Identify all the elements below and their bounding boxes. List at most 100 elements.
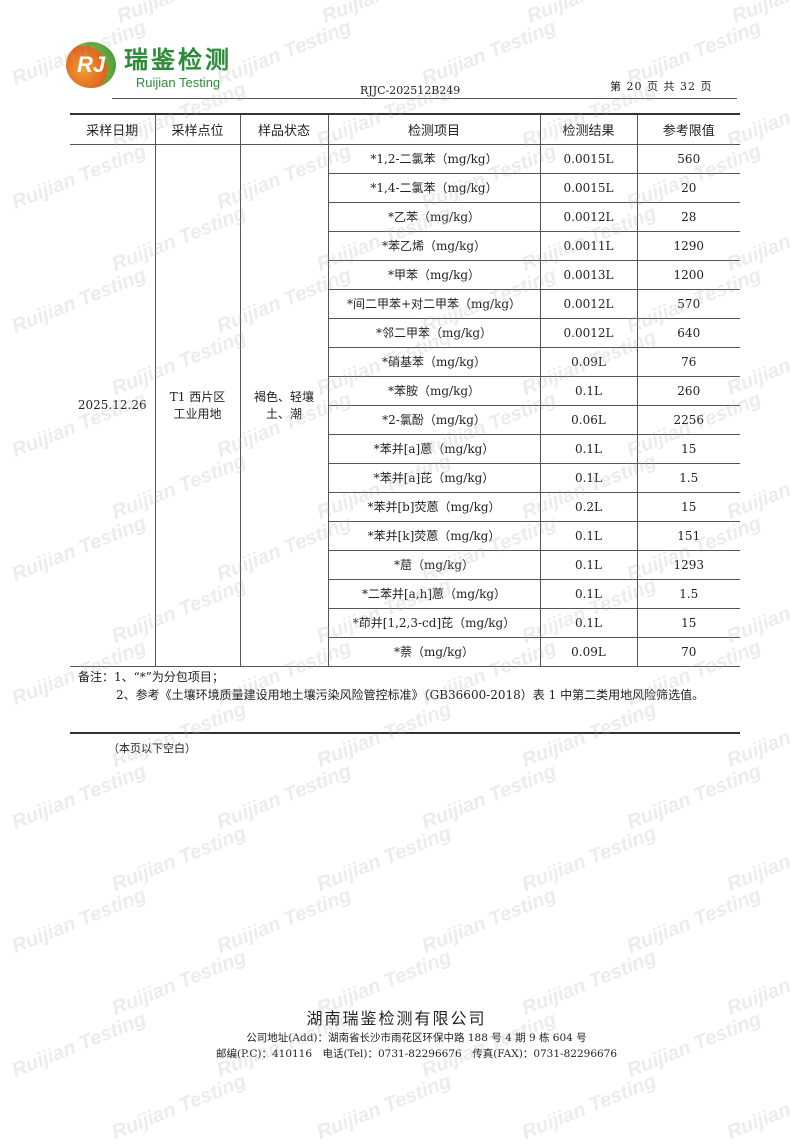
- watermark-text: Ruijian Testing: [8, 760, 150, 834]
- test-item: *1,4-二氯苯（mg/kg）: [328, 172, 541, 203]
- test-result: 0.0015L: [539, 143, 638, 174]
- reference-limit: 640: [636, 317, 740, 348]
- sample-state: 褐色、轻壤 土、潮: [239, 143, 329, 667]
- column-header: 检测结果: [539, 113, 638, 145]
- column-header: 样品状态: [239, 113, 329, 145]
- watermark-text: Ruijian Testing: [108, 822, 250, 896]
- reference-limit: 1293: [636, 549, 740, 580]
- reference-limit: 76: [636, 346, 740, 377]
- blank-below-note: （本页以下空白）: [108, 742, 196, 755]
- test-result: 0.06L: [539, 404, 638, 435]
- test-result: 0.0015L: [539, 172, 638, 203]
- test-item: *苯并[b]荧蒽（mg/kg）: [328, 491, 541, 522]
- test-item: *苯并[a]芘（mg/kg）: [328, 462, 541, 493]
- reference-limit: 1.5: [636, 462, 740, 493]
- watermark-text: Ruijian Testing: [108, 1070, 250, 1144]
- table-row: *苯并[b]荧蒽（mg/kg） 0.2L 15: [70, 491, 740, 522]
- watermark-text: Ruijian Testing: [518, 698, 660, 772]
- test-item: *苯并[k]荧蒽（mg/kg）: [328, 520, 541, 551]
- column-header: 检测项目: [327, 113, 541, 145]
- test-result: 0.0012L: [539, 201, 638, 232]
- table-row: *萘（mg/kg） 0.09L 70: [70, 636, 740, 667]
- watermark-text: Ruijian Testing: [418, 884, 560, 958]
- watermark-text: Ruijian Testing: [524, 0, 665, 29]
- company-logo: RJ 瑞鉴检测 Ruijian Testing: [66, 40, 232, 90]
- reference-limit: 15: [636, 433, 740, 464]
- table-row: *䓛（mg/kg） 0.1L 1293: [70, 549, 740, 580]
- test-result: 0.1L: [539, 578, 638, 609]
- watermark-text: Ruijian Testing: [213, 760, 355, 834]
- test-item: *䓛（mg/kg）: [328, 549, 541, 580]
- watermark-text: Ruijian Testing: [418, 16, 560, 90]
- table-row: *1,4-二氯苯（mg/kg） 0.0015L 20: [70, 172, 740, 203]
- table-row: *乙苯（mg/kg） 0.0012L 28: [70, 201, 740, 232]
- watermark-text: Ruijian Testing: [313, 822, 455, 896]
- test-item: *2-氯酚（mg/kg）: [328, 404, 541, 435]
- table-row: 2025.12.26 T1 西片区 工业用地 褐色、轻壤 土、潮 *1,2-二氯苯（mg/…: [70, 143, 740, 667]
- reference-limit: 1200: [636, 259, 740, 290]
- reference-limit: 570: [636, 288, 740, 319]
- reference-limit: 151: [636, 520, 740, 551]
- reference-limit: 560: [636, 143, 740, 174]
- column-header: 参考限值: [636, 113, 740, 145]
- watermark-text: Ruijian Testing: [319, 0, 460, 29]
- test-result: 0.0012L: [539, 317, 638, 348]
- reference-limit: 15: [636, 607, 740, 638]
- table-row: *甲苯（mg/kg） 0.0013L 1200: [70, 259, 740, 290]
- column-header: 采样日期: [70, 113, 156, 145]
- table-row: *苯并[a]蒽（mg/kg） 0.1L 15: [70, 433, 740, 464]
- sampling-location: T1 西片区 工业用地: [154, 143, 241, 667]
- sampling-date: 2025.12.26: [70, 143, 156, 667]
- footer-contact: 邮编(P.C)：410116 电话(Tel)：0731-82296676 传真(…: [215, 1048, 618, 1060]
- sample-state-text: 土、潮: [265, 407, 302, 421]
- test-item: *1,2-二氯苯（mg/kg）: [327, 143, 541, 174]
- reference-limit: 70: [636, 636, 740, 667]
- footer-address: 公司地址(Add)：湖南省长沙市雨花区环保中路 188 号 4 期 9 栋 60…: [246, 1032, 587, 1044]
- footer-company: 湖南瑞鉴检测有限公司: [306, 1009, 487, 1028]
- test-item: *甲苯（mg/kg）: [328, 259, 541, 290]
- test-result: 0.09L: [539, 346, 638, 377]
- watermark-text: Ruijian Testing: [213, 884, 355, 958]
- results-table: 采样日期 采样点位 样品状态 检测项目 检测结果 参考限值 2025.12.26 T1 西片…: [70, 113, 740, 667]
- reference-limit: 28: [636, 201, 740, 232]
- note-2: 2、参考《土壤环境质量建设用地土壤污染风险管控标准》（GB36600-2018）…: [116, 688, 705, 702]
- reference-limit: 2256: [636, 404, 740, 435]
- watermark-text: Ruijian Testing: [723, 822, 793, 896]
- watermark-text: Ruijian Testing: [623, 760, 765, 834]
- test-item: *邻二甲苯（mg/kg）: [328, 317, 541, 348]
- watermark-text: Ruijian Testing: [623, 884, 765, 958]
- logo-english-name: Ruijian Testing: [135, 75, 221, 90]
- test-item: *二苯并[a,h]蒽（mg/kg）: [328, 578, 541, 609]
- test-item: *茚并[1,2,3-cd]芘（mg/kg）: [328, 607, 541, 638]
- test-result: 0.1L: [539, 462, 638, 493]
- test-result: 0.0012L: [539, 288, 638, 319]
- logo-mark: RJ: [66, 42, 116, 88]
- test-item: *苯胺（mg/kg）: [328, 375, 541, 406]
- note-1: 备注：1、“*”为分包项目；: [78, 670, 224, 684]
- reference-limit: 20: [636, 172, 740, 203]
- watermark-text: Ruijian Testing: [723, 1070, 793, 1144]
- page-number: 第 20 页 共 32 页: [610, 80, 713, 93]
- sampling-location-text: T1 西片区: [169, 390, 226, 404]
- test-item: *间二甲苯+对二甲苯（mg/kg）: [328, 288, 541, 319]
- watermark-text: Ruijian Testing: [723, 698, 793, 772]
- table-row: *2-氯酚（mg/kg） 0.06L 2256: [70, 404, 740, 435]
- column-header: 采样点位: [154, 113, 241, 145]
- notes-divider: [70, 732, 740, 734]
- watermark-text: Ruijian Testing: [114, 0, 255, 29]
- reference-limit: 15: [636, 491, 740, 522]
- watermark-text: Ruijian Testing: [518, 822, 660, 896]
- watermark-text: Ruijian Testing: [8, 884, 150, 958]
- test-result: 0.0013L: [539, 259, 638, 290]
- test-result: 0.1L: [539, 549, 638, 580]
- header-divider: [112, 98, 737, 99]
- test-result: 0.1L: [539, 375, 638, 406]
- reference-limit: 260: [636, 375, 740, 406]
- watermark-text: Ruijian Testing: [313, 698, 455, 772]
- table-row: *苯并[k]荧蒽（mg/kg） 0.1L 151: [70, 520, 740, 551]
- reference-limit: 1290: [636, 230, 740, 261]
- sampling-location-text: 工业用地: [173, 407, 222, 421]
- table-row: *苯胺（mg/kg） 0.1L 260: [70, 375, 740, 406]
- table-row: *二苯并[a,h]蒽（mg/kg） 0.1L 1.5: [70, 578, 740, 609]
- test-result: 0.09L: [539, 636, 638, 667]
